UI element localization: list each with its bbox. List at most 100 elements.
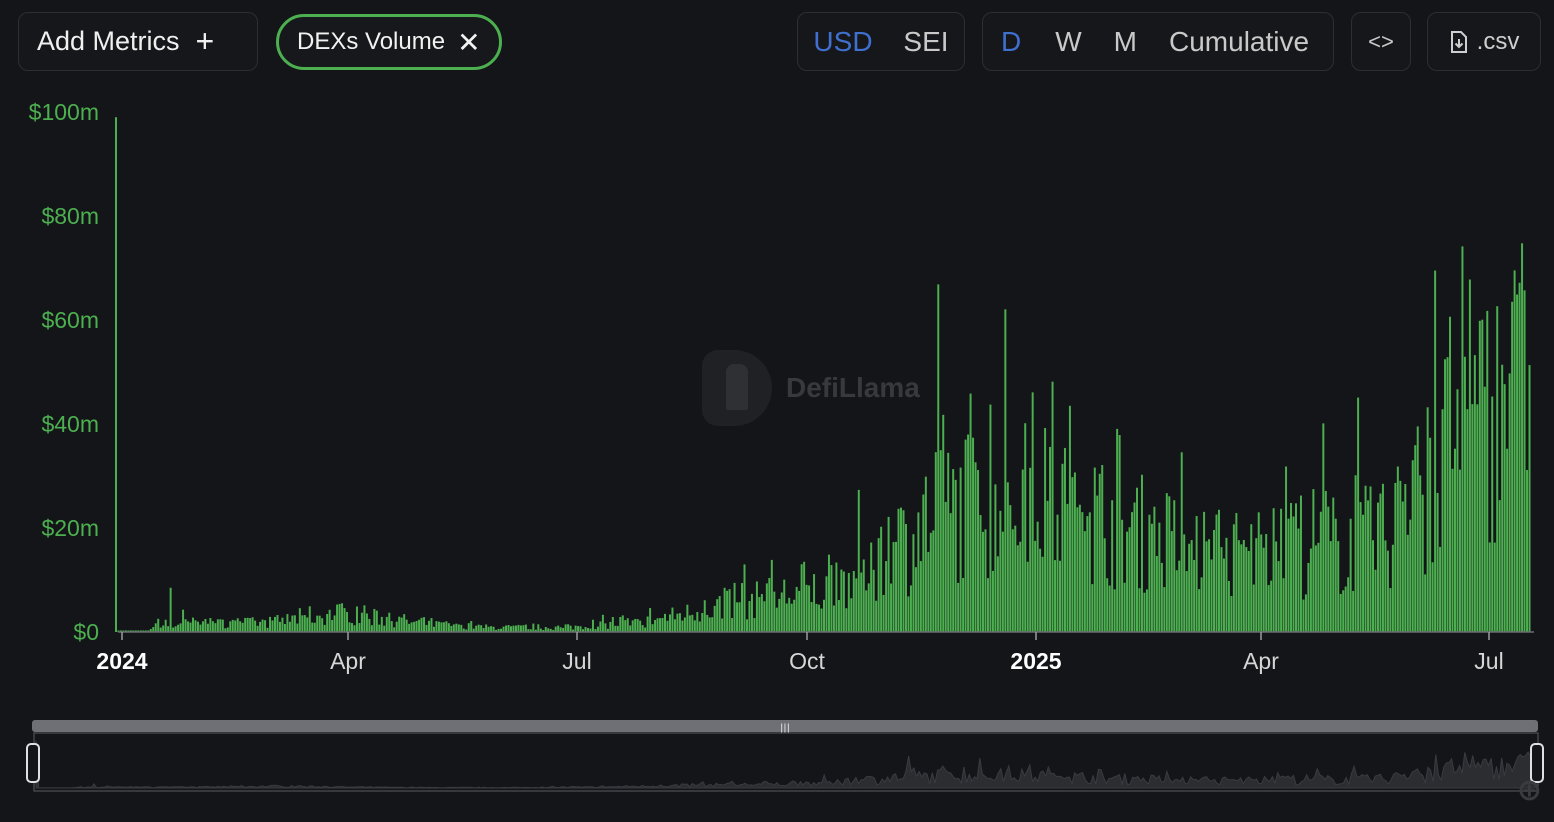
volume-bar bbox=[1193, 559, 1196, 632]
volume-bar bbox=[1461, 246, 1464, 632]
volume-bar bbox=[1357, 397, 1360, 632]
volume-bar bbox=[1381, 483, 1384, 632]
volume-bar bbox=[177, 624, 180, 632]
range-slider[interactable]: ||| bbox=[26, 720, 1544, 792]
volume-bar bbox=[1347, 577, 1350, 632]
volume-bar bbox=[303, 615, 306, 632]
embed-button[interactable]: <> bbox=[1351, 12, 1411, 71]
volume-bar bbox=[902, 510, 905, 632]
volume-bar bbox=[1098, 473, 1101, 632]
volume-bar bbox=[1456, 389, 1459, 632]
volume-bar bbox=[1173, 500, 1176, 632]
volume-bar bbox=[1369, 486, 1372, 632]
volume-bar bbox=[733, 582, 736, 632]
volume-bar bbox=[326, 613, 329, 632]
volume-bar bbox=[855, 578, 858, 632]
volume-bar bbox=[780, 592, 783, 632]
currency-option-sei[interactable]: SEI bbox=[903, 25, 949, 57]
volume-bar bbox=[1262, 547, 1265, 632]
volume-bar bbox=[1501, 364, 1504, 632]
volume-bar bbox=[1275, 541, 1278, 632]
volume-bar bbox=[1225, 537, 1228, 632]
volume-bar bbox=[271, 620, 274, 632]
range-slider-grip-icon[interactable]: ||| bbox=[780, 723, 790, 734]
volume-bar bbox=[1297, 528, 1300, 632]
volume-bar bbox=[1237, 540, 1240, 632]
volume-bar bbox=[904, 523, 907, 632]
volume-bar bbox=[1411, 460, 1414, 632]
period-option-d[interactable]: D bbox=[1001, 25, 1022, 57]
volume-bar bbox=[862, 559, 865, 632]
volume-bar bbox=[1267, 585, 1270, 632]
volume-bar bbox=[259, 621, 262, 632]
volume-bar bbox=[1270, 580, 1273, 632]
volume-bar bbox=[741, 583, 744, 632]
code-icon: <> bbox=[1368, 28, 1394, 54]
volume-bar bbox=[119, 630, 122, 632]
volume-bar bbox=[962, 577, 965, 632]
add-metrics-button[interactable]: Add Metrics + bbox=[18, 12, 258, 71]
period-option-cumulative[interactable]: Cumulative bbox=[1169, 25, 1310, 57]
add-metrics-label: Add Metrics bbox=[37, 26, 180, 56]
volume-bar bbox=[1230, 596, 1233, 632]
range-slider-right-handle[interactable] bbox=[1530, 743, 1544, 783]
volume-bar bbox=[939, 450, 942, 632]
volume-bar bbox=[1260, 534, 1263, 632]
volume-bar bbox=[1324, 490, 1327, 632]
volume-bar bbox=[644, 627, 647, 632]
volume-bar bbox=[338, 603, 341, 632]
volume-bar bbox=[798, 590, 801, 632]
volume-bar bbox=[1247, 550, 1250, 632]
volume-bar bbox=[688, 615, 691, 632]
volume-bar bbox=[594, 629, 597, 632]
volume-bar bbox=[718, 596, 721, 632]
y-tick-label: $40m bbox=[41, 411, 99, 437]
volume-bar bbox=[1168, 496, 1171, 632]
period-option-m[interactable]: M bbox=[1113, 25, 1137, 57]
volume-bar bbox=[1198, 589, 1201, 632]
volume-bar bbox=[629, 625, 632, 632]
volume-bar bbox=[842, 571, 845, 632]
llama-logo-icon bbox=[702, 350, 772, 426]
volume-bar bbox=[1222, 558, 1225, 632]
defillama-watermark: DefiLlama bbox=[702, 350, 920, 426]
volume-bar bbox=[1478, 320, 1481, 632]
volume-bar bbox=[671, 607, 674, 632]
volume-bar bbox=[701, 613, 704, 632]
volume-bar bbox=[579, 626, 582, 632]
x-tick-label: Oct bbox=[789, 648, 825, 674]
volume-bar bbox=[1295, 503, 1297, 632]
volume-bar bbox=[1190, 540, 1193, 632]
volume-bar bbox=[117, 630, 120, 632]
volume-bar bbox=[537, 624, 540, 632]
range-slider-track[interactable] bbox=[32, 720, 1538, 732]
csv-download-button[interactable]: .csv bbox=[1427, 12, 1541, 71]
volume-bar bbox=[736, 602, 739, 632]
volume-bar bbox=[1121, 519, 1124, 632]
range-slider-left-handle[interactable] bbox=[26, 743, 40, 783]
corner-logo-icon: ⊕ bbox=[1516, 774, 1542, 807]
close-icon[interactable]: ✕ bbox=[457, 26, 481, 58]
volume-bar bbox=[311, 622, 314, 632]
volume-bar bbox=[1155, 555, 1158, 632]
volume-bar bbox=[1389, 588, 1392, 632]
watermark-text: DefiLlama bbox=[786, 372, 920, 403]
period-option-w[interactable]: W bbox=[1055, 25, 1082, 57]
currency-option-usd[interactable]: USD bbox=[813, 25, 873, 57]
currency-toggle: USD SEI bbox=[797, 12, 965, 71]
volume-bar bbox=[991, 570, 994, 632]
volume-bar bbox=[1183, 534, 1186, 632]
volume-bar bbox=[472, 628, 475, 632]
volume-bar bbox=[201, 621, 204, 632]
volume-bar bbox=[403, 614, 406, 632]
volume-bar bbox=[341, 603, 344, 632]
volume-bar bbox=[1001, 531, 1004, 632]
volume-bar bbox=[273, 616, 276, 632]
metric-chip-dexs-volume[interactable]: DEXs Volume ✕ bbox=[276, 14, 502, 70]
volume-bar bbox=[827, 554, 830, 632]
volume-bar bbox=[1292, 516, 1295, 632]
volume-bar bbox=[999, 510, 1002, 632]
volume-bar bbox=[832, 605, 835, 632]
volume-bar bbox=[877, 538, 880, 632]
volume-bar bbox=[631, 620, 634, 632]
